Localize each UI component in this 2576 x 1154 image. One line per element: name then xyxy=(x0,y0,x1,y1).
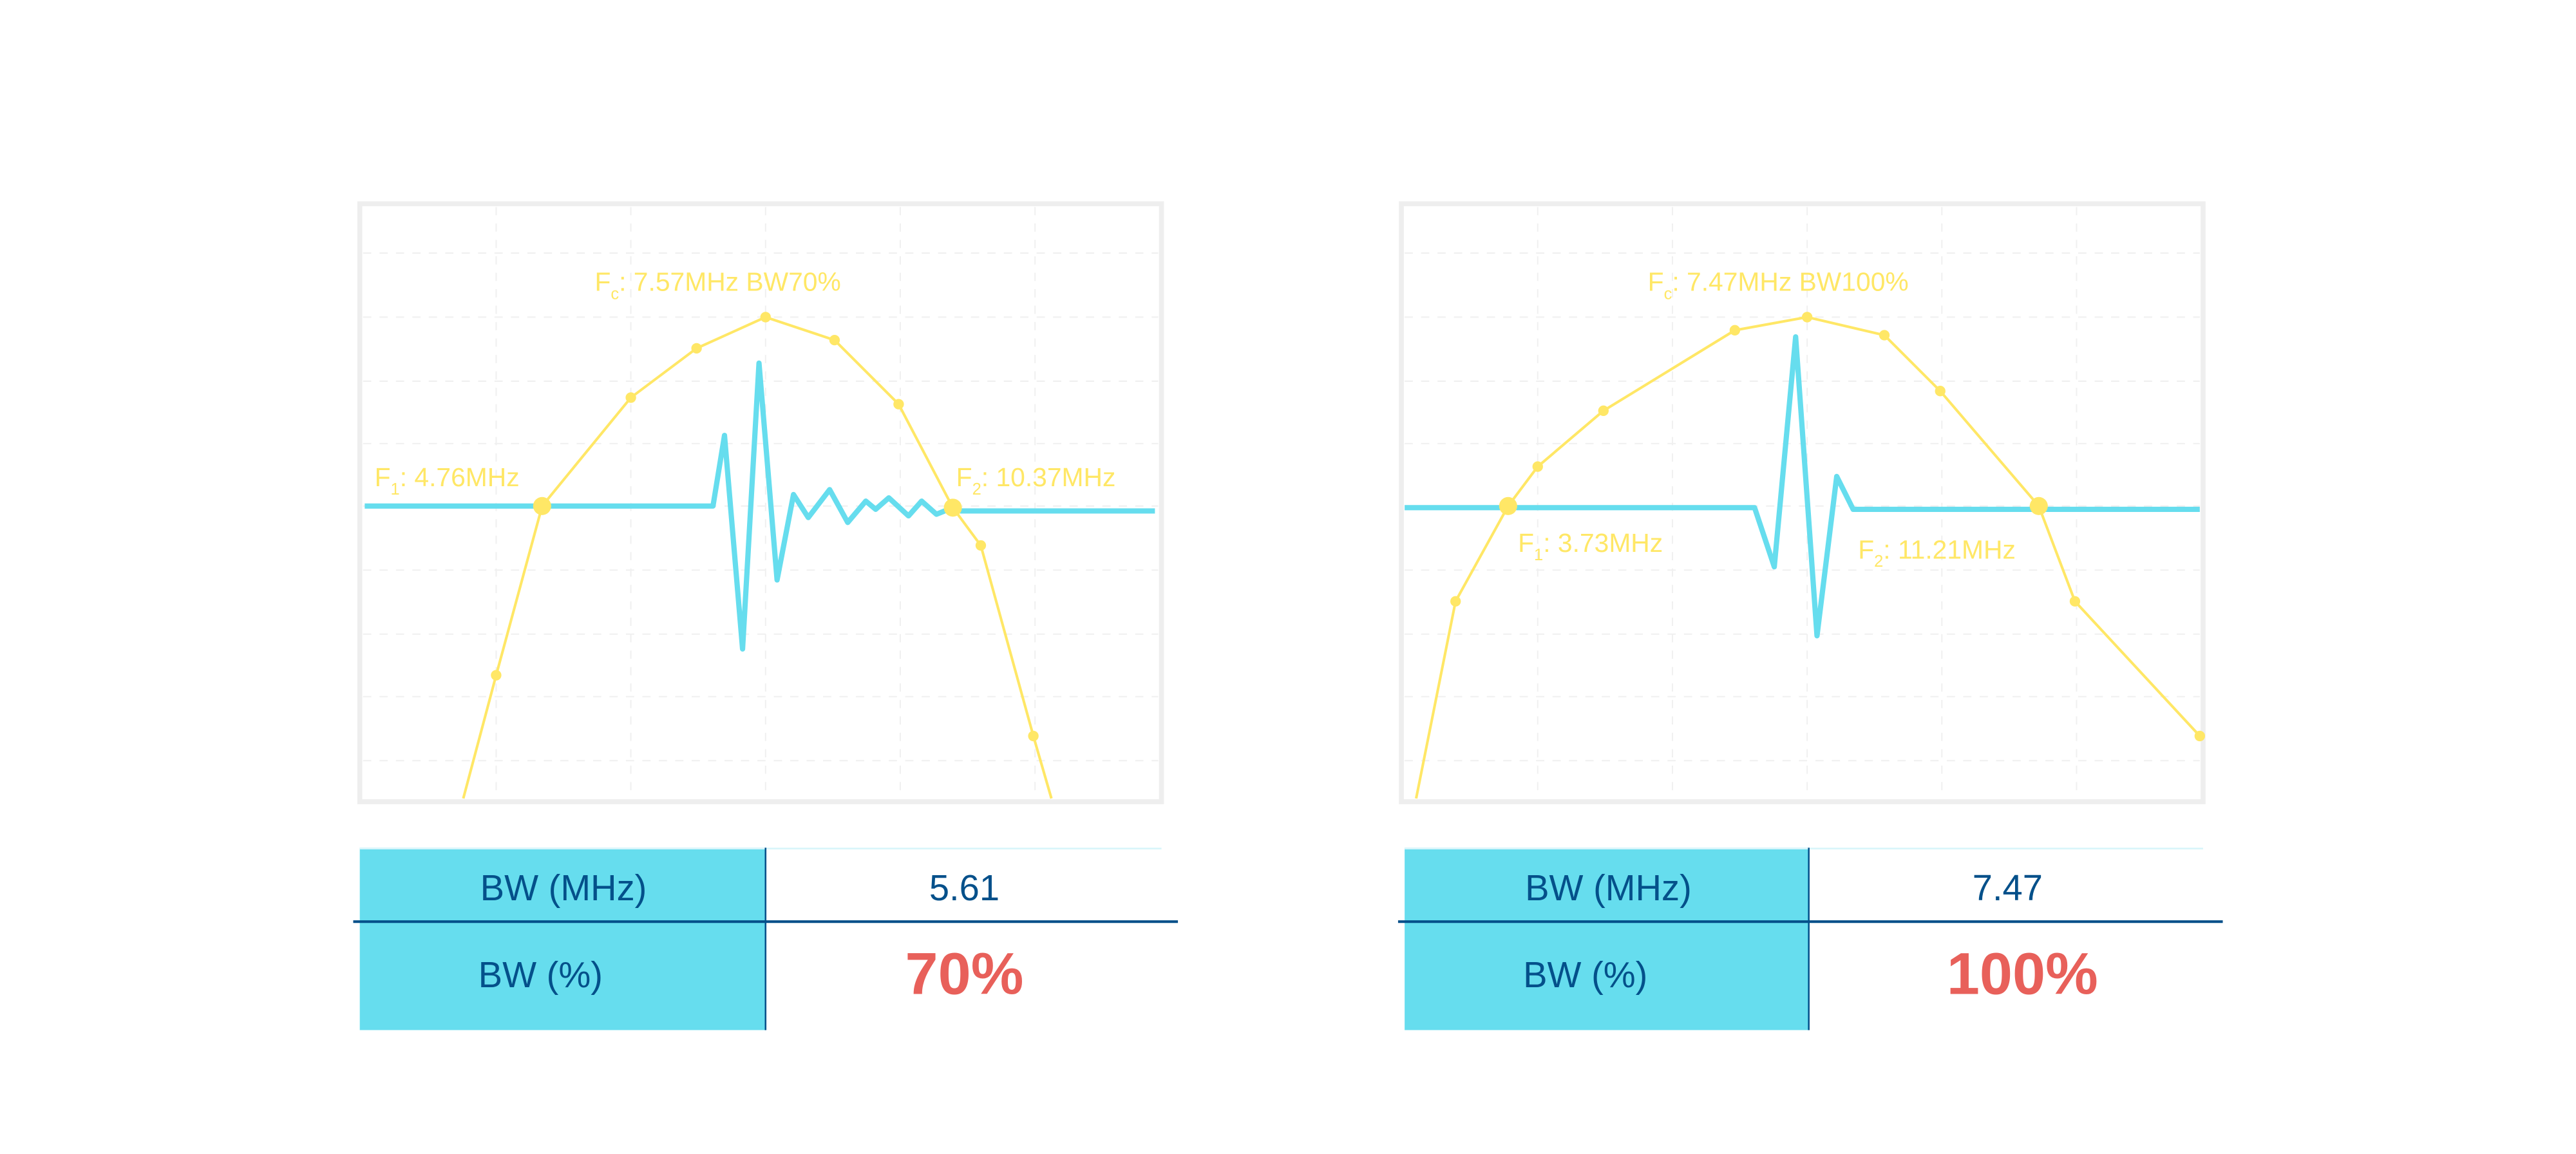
cutoff-frequency-point xyxy=(943,498,962,517)
response-data-point xyxy=(1532,461,1543,472)
response-data-point xyxy=(1450,596,1461,607)
response-data-point xyxy=(1028,730,1039,742)
f1-label: F1: 4.76MHz xyxy=(375,462,520,498)
cutoff-frequency-point xyxy=(2029,497,2048,515)
response-data-point xyxy=(760,312,771,323)
cutoff-frequency-point xyxy=(1499,497,1517,515)
response-data-point xyxy=(625,392,636,403)
response-data-point xyxy=(893,399,904,410)
pulse-waveform-line xyxy=(1405,334,2200,639)
bandwidth-table: BW (MHz) 5.61 BW (%) 70% xyxy=(353,847,1179,1030)
row-label-bw-percent: BW (%) xyxy=(1523,954,1647,995)
value-bw-percent: 70% xyxy=(905,941,1024,1007)
frequency-response-line xyxy=(462,316,1053,799)
plot-frame xyxy=(357,201,1164,804)
response-data-point xyxy=(829,334,840,346)
response-data-point xyxy=(2194,730,2205,742)
row-label-bw-percent: BW (%) xyxy=(478,954,603,995)
response-data-point xyxy=(1935,386,1946,397)
f2-label: F2: 11.21MHz xyxy=(1858,534,2016,571)
table-header-cell xyxy=(1405,847,1809,1030)
frequency-response-plot xyxy=(1399,201,2206,804)
pulse-waveform-line xyxy=(365,360,1155,652)
frequency-response-plot xyxy=(357,201,1164,804)
f2-label: F2: 10.37MHz xyxy=(956,462,1116,498)
response-data-point xyxy=(1598,405,1609,416)
cutoff-frequency-point xyxy=(533,497,551,515)
response-data-point xyxy=(2069,596,2081,607)
panel-70-percent: Fc: 7.57MHz BW70% F1: 4.76MHz F2: 10.37M… xyxy=(353,201,1179,1030)
table-header-cell xyxy=(359,847,766,1030)
response-data-point xyxy=(1729,325,1741,336)
response-data-point xyxy=(691,343,702,354)
fc-label: Fc: 7.47MHz BW100% xyxy=(1648,267,1909,303)
plot-frame xyxy=(1399,201,2206,804)
panel-100-percent: Fc: 7.47MHz BW100% F1: 3.73MHz F2: 11.21… xyxy=(1397,201,2223,1030)
frequency-response-line xyxy=(1414,316,2201,799)
f1-label: F1: 3.73MHz xyxy=(1518,528,1663,564)
response-data-point xyxy=(1801,312,1813,323)
response-data-point xyxy=(1879,330,1890,341)
bandwidth-table: BW (MHz) 7.47 BW (%) 100% xyxy=(1397,847,2223,1030)
value-bw-mhz: 5.61 xyxy=(929,867,999,908)
row-label-bw-mhz: BW (MHz) xyxy=(480,867,647,908)
response-data-point xyxy=(491,670,502,681)
value-bw-percent: 100% xyxy=(1947,941,2098,1007)
response-data-point xyxy=(975,540,987,551)
fc-label: Fc: 7.57MHz BW70% xyxy=(594,267,840,303)
value-bw-mhz: 7.47 xyxy=(1973,867,2043,908)
row-label-bw-mhz: BW (MHz) xyxy=(1525,867,1692,908)
